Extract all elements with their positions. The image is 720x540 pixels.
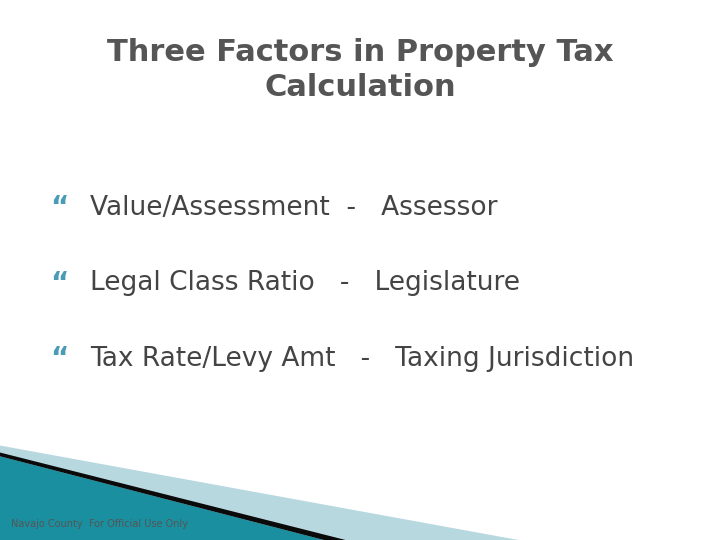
Polygon shape — [0, 446, 518, 540]
Polygon shape — [0, 459, 317, 540]
Text: Three Factors in Property Tax
Calculation: Three Factors in Property Tax Calculatio… — [107, 38, 613, 102]
Text: “: “ — [50, 345, 68, 373]
Text: “: “ — [50, 194, 68, 222]
Polygon shape — [0, 453, 346, 540]
Text: Legal Class Ratio   -   Legislature: Legal Class Ratio - Legislature — [90, 271, 520, 296]
Text: Value/Assessment  -   Assessor: Value/Assessment - Assessor — [90, 195, 498, 221]
Text: Navajo County  For Official Use Only: Navajo County For Official Use Only — [11, 519, 188, 529]
Text: Tax Rate/Levy Amt   -   Taxing Jurisdiction: Tax Rate/Levy Amt - Taxing Jurisdiction — [90, 346, 634, 372]
Polygon shape — [0, 456, 324, 540]
Text: “: “ — [50, 269, 68, 298]
